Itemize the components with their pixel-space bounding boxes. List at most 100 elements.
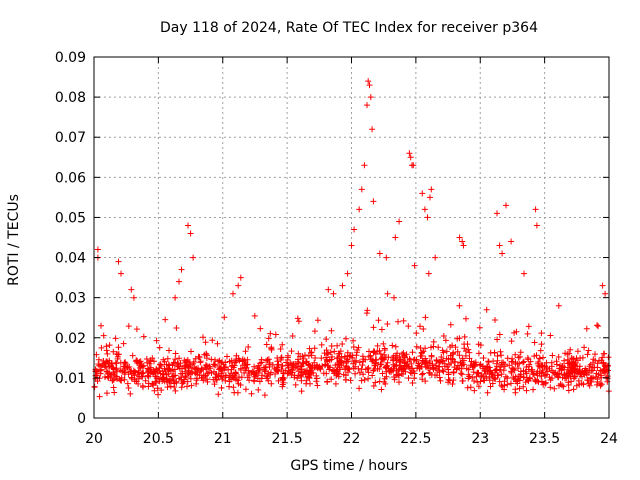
data-point xyxy=(251,363,258,370)
data-point xyxy=(124,380,131,387)
data-point xyxy=(552,369,559,376)
data-point xyxy=(406,355,413,362)
data-point xyxy=(512,351,519,358)
data-point xyxy=(420,326,427,332)
data-point xyxy=(371,348,378,355)
data-point xyxy=(392,343,399,350)
data-point xyxy=(230,384,237,391)
data-point xyxy=(328,356,335,363)
data-point xyxy=(272,371,279,377)
data-point xyxy=(313,372,320,379)
data-point xyxy=(588,378,595,385)
data-point xyxy=(353,352,360,359)
data-point xyxy=(265,356,272,363)
data-point xyxy=(379,355,386,362)
data-point xyxy=(251,373,258,380)
data-point xyxy=(605,354,612,361)
data-point xyxy=(553,358,560,365)
data-point xyxy=(532,378,539,385)
data-point xyxy=(226,378,233,385)
x-tick-label: 21 xyxy=(214,431,232,447)
data-point xyxy=(385,354,392,361)
data-point xyxy=(407,154,414,161)
data-point xyxy=(95,356,102,363)
data-point xyxy=(536,370,543,377)
data-point xyxy=(436,363,443,370)
data-point xyxy=(93,367,100,374)
data-point xyxy=(594,322,600,329)
data-point xyxy=(327,364,334,371)
data-point xyxy=(531,353,538,360)
data-point xyxy=(137,364,143,371)
data-point xyxy=(574,370,581,377)
data-point xyxy=(378,326,385,333)
data-point xyxy=(241,364,248,371)
data-point xyxy=(452,344,459,351)
data-point xyxy=(542,379,549,386)
data-point xyxy=(153,365,160,372)
data-point xyxy=(259,372,266,379)
data-point xyxy=(172,294,179,301)
data-point xyxy=(235,282,242,289)
data-point xyxy=(156,344,163,351)
data-point xyxy=(532,376,538,383)
data-point xyxy=(503,202,509,209)
data-point xyxy=(220,361,227,368)
data-point xyxy=(540,369,547,376)
data-point xyxy=(378,386,385,393)
data-point xyxy=(451,359,458,365)
data-point xyxy=(572,359,579,366)
data-point xyxy=(585,347,592,354)
data-point xyxy=(187,375,194,382)
data-point xyxy=(134,359,141,366)
data-point xyxy=(203,366,210,373)
data-point xyxy=(303,359,309,366)
data-point xyxy=(288,366,295,373)
data-point xyxy=(338,353,345,360)
data-point xyxy=(330,290,337,297)
data-point xyxy=(419,370,426,377)
data-point xyxy=(447,352,454,359)
data-point xyxy=(386,368,393,374)
data-point xyxy=(498,382,505,389)
data-point xyxy=(532,206,539,213)
data-point xyxy=(563,370,570,377)
data-point xyxy=(311,359,318,366)
data-point xyxy=(400,349,407,356)
data-point xyxy=(196,353,203,360)
data-point xyxy=(565,387,572,394)
data-point xyxy=(485,359,492,366)
data-point xyxy=(230,290,236,297)
data-point xyxy=(156,367,163,374)
data-point xyxy=(96,393,103,400)
data-point xyxy=(517,349,524,356)
data-point xyxy=(420,358,427,365)
data-point xyxy=(264,356,271,363)
data-point xyxy=(435,344,442,351)
data-point xyxy=(392,352,399,359)
data-point xyxy=(219,366,226,373)
data-point xyxy=(311,328,318,335)
data-point xyxy=(445,379,452,386)
data-point xyxy=(520,358,527,365)
data-point xyxy=(540,354,546,361)
data-point xyxy=(279,341,286,348)
data-point xyxy=(300,355,307,362)
data-point xyxy=(256,366,263,372)
data-point xyxy=(293,363,300,369)
data-point xyxy=(443,355,450,362)
data-point xyxy=(157,370,164,377)
data-point xyxy=(529,371,536,377)
data-point xyxy=(372,379,379,386)
data-point xyxy=(314,382,321,389)
data-point xyxy=(103,368,110,375)
data-point xyxy=(592,357,599,364)
data-point xyxy=(215,391,222,398)
data-point xyxy=(601,362,608,369)
data-point xyxy=(542,380,549,387)
data-point xyxy=(463,315,469,322)
data-point xyxy=(489,371,496,378)
data-point xyxy=(511,329,518,336)
data-point xyxy=(571,362,578,369)
data-point xyxy=(520,374,527,381)
